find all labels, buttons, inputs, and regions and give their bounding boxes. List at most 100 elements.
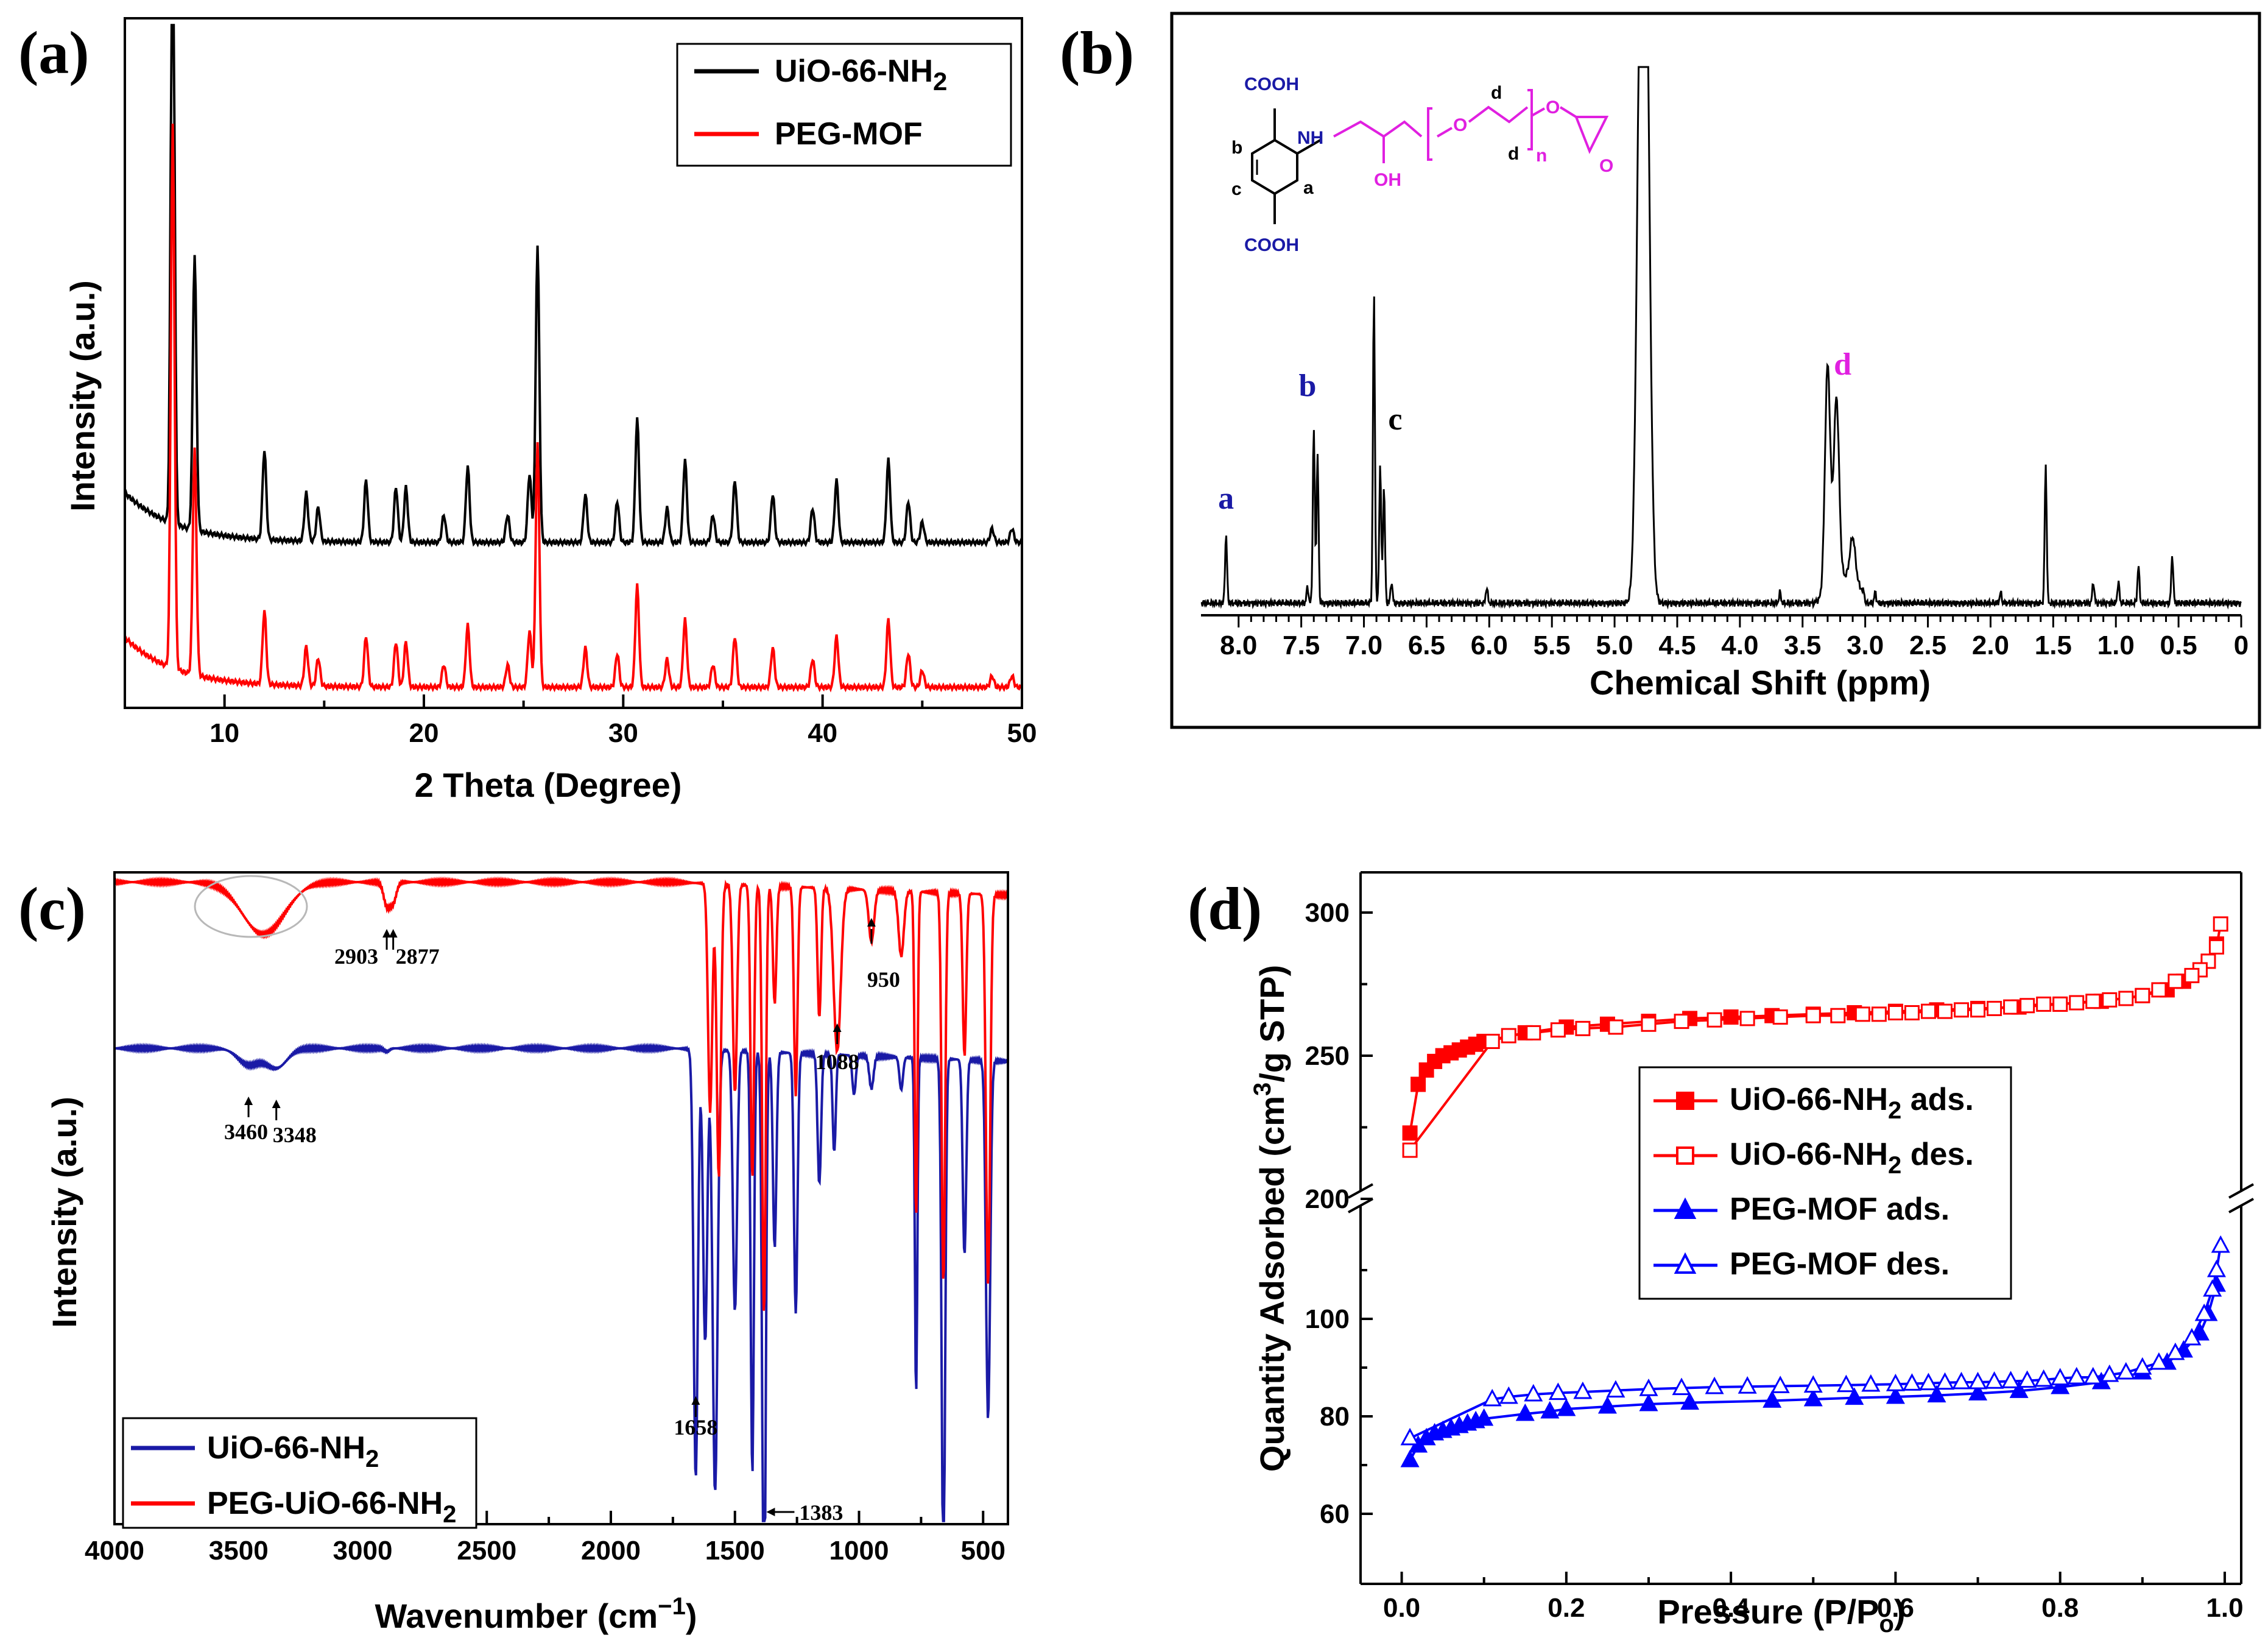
panel-d-point-1 — [1641, 1016, 1657, 1032]
panel-b-xtick-label: 0 — [2234, 630, 2249, 660]
panel-d-point-3 — [1524, 1383, 1543, 1402]
panel-d-point-3 — [1886, 1374, 1905, 1391]
panel-c-legend: UiO-66-NH2 PEG-UiO-66-NH2 — [122, 1417, 477, 1529]
panel-d-point-1 — [2151, 982, 2167, 998]
panel-d-plot — [1400, 916, 2230, 1468]
panel-d-point-3 — [2067, 1366, 2087, 1385]
panel-b-peak-label-d: d — [1834, 347, 1851, 382]
panel-d-point-1 — [1954, 1002, 1970, 1018]
panel-c-annotation-label: 1383 — [799, 1500, 843, 1525]
structure-d2: d — [1508, 144, 1519, 164]
panel-d-point-2 — [1639, 1393, 1658, 1411]
panel-d-point-1 — [1830, 1008, 1846, 1023]
panel-d-point-1 — [2168, 973, 2183, 989]
panel-c-ylabel: Intensity (a.u.) — [45, 1097, 83, 1328]
panel-a-xtick-label: 20 — [409, 718, 439, 748]
panel-d-xtick-label: 0.6 — [1877, 1593, 1914, 1623]
panel-d-ytick-label: 300 — [1305, 898, 1350, 928]
panel-d-point-3 — [2083, 1366, 2103, 1385]
panel-d-legend-marker-1 — [1676, 1146, 1694, 1165]
panel-c-arrowhead — [691, 1396, 700, 1405]
panel-d-point-3 — [2149, 1352, 2169, 1370]
panel-c-annotation-label: 1088 — [815, 1050, 859, 1074]
panel-d-point-3 — [1705, 1376, 1724, 1394]
structure-bond-o2 — [1531, 107, 1545, 117]
panel-d-xlabel: Pressure (P/Po) — [1657, 1592, 1905, 1637]
panel-a-legend: UiO-66-NH2 PEG-MOF — [676, 43, 1012, 167]
panel-b-structure: COOH COOH NH b c a OH O d d n O O — [1231, 74, 1613, 255]
panel-b-xtick-label: 6.5 — [1408, 630, 1445, 660]
panel-c-annotation-label: 3348 — [273, 1123, 317, 1147]
panel-d-point-3 — [2182, 1327, 2202, 1346]
panel-c-annotation-label: 950 — [867, 967, 900, 992]
panel-b-peak-label-c: c — [1388, 402, 1402, 437]
panel-c-annotation-label: 2903 — [334, 944, 378, 969]
panel-d-point-1 — [2135, 987, 2150, 1003]
panel-a-xlabel: 2 Theta (Degree) — [415, 766, 682, 804]
panel-d-point-3 — [1770, 1376, 1790, 1393]
panel-d-point-1 — [2069, 995, 2085, 1011]
structure-bracket-close — [1527, 89, 1533, 150]
panel-d-point-3 — [1639, 1379, 1658, 1396]
structure-o3: O — [1599, 156, 1613, 176]
panel-b-letter: (b) — [1060, 19, 1134, 87]
panel-b-xtick-label: 2.0 — [1972, 630, 2009, 660]
panel-d-ytick-label: 100 — [1305, 1304, 1350, 1334]
panel-d-point-1 — [2118, 991, 2134, 1006]
panel-d-ytick-label: 80 — [1320, 1402, 1350, 1432]
panel-c-legend-label-0: UiO-66-NH2 — [207, 1430, 379, 1472]
panel-b-xtick-label: 7.0 — [1345, 630, 1382, 660]
structure-ethylene — [1468, 105, 1529, 124]
panel-b-xtick-label: 5.5 — [1534, 630, 1571, 660]
panel-d-point-1 — [1970, 1002, 1986, 1018]
panel-c-frame — [113, 871, 1009, 1525]
panel-d-point-3 — [1499, 1386, 1518, 1404]
structure-peg-chain — [1333, 120, 1423, 138]
panel-d-point-1 — [1402, 1142, 1418, 1158]
panel-c-series-0 — [114, 1042, 1009, 1522]
panel-d-point-3 — [1548, 1382, 1568, 1401]
panel-c-arrowhead — [833, 1023, 842, 1032]
panel-d-point-3 — [2051, 1368, 2070, 1386]
panel-d-point-2 — [1680, 1392, 1700, 1410]
panel-c-arrowhead — [766, 1508, 775, 1516]
panel-d-ytick-label: 200 — [1305, 1184, 1350, 1214]
panel-d-point-1 — [1706, 1012, 1722, 1028]
panel-b-peak-label-b: b — [1298, 369, 1316, 403]
panel-d-ylabel: Quantity Adsorbed (cm3/g STP) — [1249, 965, 1291, 1472]
panel-a-ylabel: Intensity (a.u.) — [63, 280, 102, 512]
panel-b-peak-label-a: a — [1218, 481, 1234, 516]
panel-b-xtick-label: 2.5 — [1909, 630, 1946, 660]
panel-b-plot — [1200, 66, 2242, 610]
structure-epoxide — [1559, 106, 1609, 154]
structure-o2: O — [1546, 97, 1560, 118]
panel-b-xtick-label: 4.0 — [1721, 630, 1758, 660]
panel-c-xtick-label: 500 — [961, 1536, 1005, 1566]
panel-d-point-1 — [1484, 1034, 1500, 1049]
structure-cooh-bottom: COOH — [1244, 235, 1299, 255]
panel-c: (c) 4000 3500 3000 2500 2000 1500 1000 500 Wave… — [18, 871, 1009, 1635]
panel-d-point-3 — [1918, 1372, 1938, 1391]
panel-d-point-3 — [1482, 1388, 1502, 1407]
panel-d-point-3 — [1738, 1376, 1757, 1394]
panel-d-point-3 — [1672, 1377, 1691, 1396]
panel-b-xtick-label: 0.5 — [2160, 630, 2197, 660]
panel-d-point-2 — [1803, 1388, 1823, 1407]
panel-d-point-1 — [2208, 939, 2224, 955]
structure-d1: d — [1491, 83, 1502, 103]
panel-d-point-3 — [1985, 1371, 2004, 1389]
panel-d-point-3 — [1968, 1371, 1988, 1390]
structure-oh: OH — [1374, 170, 1401, 190]
structure-label-c: c — [1231, 179, 1242, 199]
panel-d-point-1 — [1805, 1008, 1821, 1023]
panel-d-point-1 — [2102, 992, 2118, 1008]
panel-a-frame — [124, 17, 1023, 709]
panel-d-point-1 — [2003, 999, 2019, 1015]
structure-bond-o1 — [1436, 127, 1453, 138]
panel-d-legend-marker-0 — [1676, 1092, 1694, 1110]
panel-d-point-2 — [1400, 1449, 1420, 1468]
panel-c-axes: 4000 3500 3000 2500 2000 1500 1000 500 — [85, 871, 1009, 1566]
structure-nh: NH — [1297, 128, 1323, 148]
panel-c-series-1 — [113, 876, 1009, 1311]
panel-d-point-1 — [1987, 1000, 2002, 1016]
